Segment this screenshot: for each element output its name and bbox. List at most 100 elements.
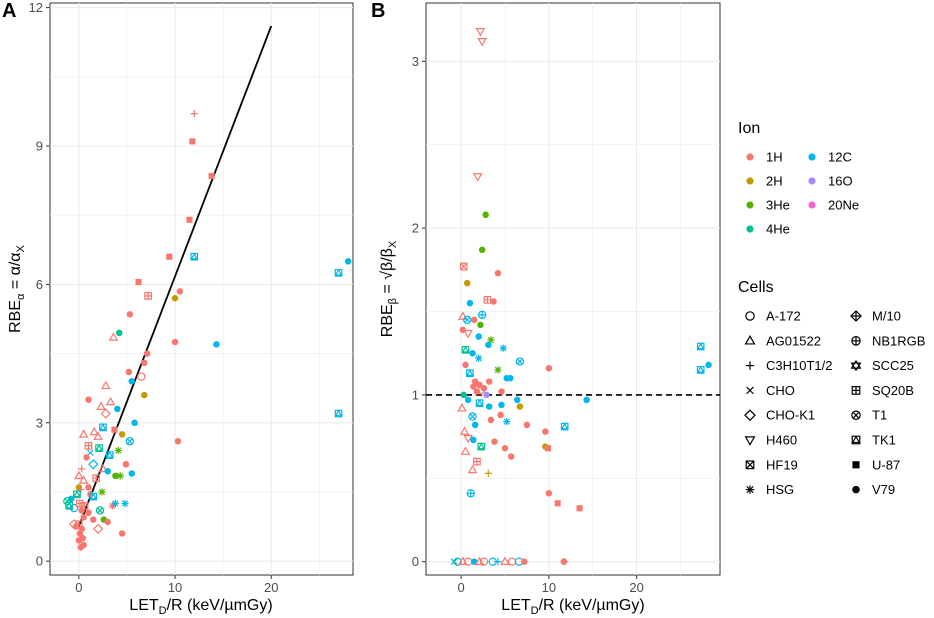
panel-a-data-point [208, 172, 215, 180]
legend-ion-label-4he: 4He [766, 222, 790, 237]
panel-a-data-point [84, 441, 93, 450]
legend-cell-label-u-87: U-87 [872, 457, 900, 472]
panel-b-data-point [483, 295, 492, 304]
legend-cell-symbol-sq20b [851, 386, 861, 395]
panel-a-data-point [80, 514, 87, 521]
panel-b-data-point [471, 421, 479, 429]
panel-b-data-point [473, 388, 481, 395]
panel-a-data-point [111, 499, 120, 508]
panel-a-y-tick-label: 9 [36, 139, 43, 154]
panel-b-data-point [464, 396, 472, 404]
legend-cell-label-ag01522: AG01522 [766, 333, 821, 348]
panel-a-data-point [89, 426, 100, 436]
panel-a-fit-line-group [78, 25, 273, 527]
panel-a-data-point [118, 431, 126, 438]
panel-a-data-point [77, 544, 85, 551]
panel-a-data-point [104, 518, 111, 526]
panel-a-data-point [344, 258, 352, 265]
legend-cell-symbol-hsg [745, 485, 755, 494]
legend-ion-label-3he: 3He [766, 198, 790, 213]
panel-b-data-point [484, 469, 492, 477]
panel-a-data-point [93, 431, 103, 440]
panel-a-plot-area [49, 2, 354, 576]
panel-b-data-point [544, 445, 552, 452]
panel-b-data-point [458, 311, 468, 320]
panel-b-data-point [475, 333, 482, 340]
panel-b-data-point [498, 388, 505, 395]
panel-a-data-point [98, 463, 108, 473]
panel-b-data-point [485, 341, 492, 349]
legend-cell-label-c3h10t1-2: C3H10T1/2 [766, 358, 832, 373]
panel-b-data-point [500, 556, 510, 565]
panel-b-data-point [476, 384, 487, 396]
panel-a-data-point [171, 338, 179, 346]
panel-b-data-point [514, 396, 521, 404]
panel-b-data-point [521, 558, 528, 565]
panel-a-data-point [190, 252, 199, 261]
panel-b-data-point [466, 369, 474, 378]
panel-b-data-point [479, 557, 489, 566]
legend-ion-label-20ne: 20Ne [828, 198, 859, 213]
legend-cell-symbol-h460 [744, 436, 756, 446]
panel-a-data-point [77, 486, 85, 494]
panel-b-data-point [459, 262, 468, 271]
legend-cell-label-m-10: M/10 [872, 309, 901, 324]
panel-b-data-point [475, 28, 486, 37]
legend-cell-label-t1: T1 [872, 408, 887, 423]
panel-a-data-point [137, 372, 146, 381]
panel-a-data-point [78, 475, 89, 484]
panel-b: 0 10 20 0 1 2 3 LETD/R (keV/µmGy) RBEβ = √β/βX [379, 2, 721, 617]
panel-b-data-point [475, 399, 484, 408]
panel-b-x-tick-label: 0 [457, 580, 464, 595]
panel-b-data-point [466, 489, 475, 498]
panel-b-data-point [457, 403, 467, 412]
panel-a-data-point [171, 294, 179, 302]
legend-cell-label-hsg: HSG [766, 482, 794, 497]
legend-ion-swatch-16o [808, 177, 816, 185]
panel-a-x-tick-label: 20 [264, 580, 278, 595]
panel-a-data-point [78, 507, 85, 514]
panel-b-data-point [499, 344, 507, 352]
panel-b-data-point [468, 412, 477, 421]
panel-b-data-point [560, 558, 568, 565]
panel-b-data-point [472, 173, 483, 182]
panel-b-data-point [477, 38, 487, 47]
legend-ion-swatch-3he [746, 201, 754, 209]
panel-a-data-point [114, 405, 121, 413]
panel-a-data-point [104, 467, 111, 475]
panel-a-data-point [67, 495, 75, 503]
legend-cell-label-tk1: TK1 [872, 433, 896, 448]
panel-b-data-point [483, 391, 490, 399]
panel-a-data-point [74, 470, 84, 480]
panel-a-data-point [111, 426, 118, 433]
legend-ion-items: 1H 2H 3He 4He 12C 16O 20Ne [746, 150, 859, 237]
panel-a-data-point [128, 470, 136, 477]
panel-b-data-point [467, 464, 478, 474]
panel-b-data-point [463, 434, 473, 444]
legend-cell-symbol-hf19 [745, 460, 755, 470]
panel-b-data-point [487, 336, 495, 344]
panel-b-data-point [466, 299, 474, 307]
panel-b-plot-area [425, 2, 721, 576]
legend: Ion 1H 2H 3He 4He 12C 16O 20Ne Cells A-172 AG01… [738, 120, 925, 497]
panel-b-data-point [542, 428, 549, 435]
legend-ion-label-16o: 16O [828, 174, 853, 189]
panel-a-y-tick-label: 12 [29, 0, 43, 15]
panel-b-data-point [705, 361, 712, 369]
panel-b-data-point [482, 211, 489, 219]
panel-a-data-point [116, 329, 123, 337]
panel-a-data-point [100, 380, 111, 390]
panel-a-data-point [100, 408, 111, 419]
legend-ion-title: Ion [738, 120, 760, 137]
panel-a-data-point [88, 459, 99, 470]
legend-cell-label-h460: H460 [766, 433, 797, 448]
legend-ion-label-2h: 2H [766, 174, 783, 189]
panel-a-fit-line [78, 25, 273, 527]
panel-a-data-point [141, 391, 148, 399]
panel-a-data-point [166, 253, 173, 260]
panel-b-data-point [696, 365, 705, 374]
panel-a-data-point [334, 268, 343, 277]
panel-a-data-point [65, 501, 74, 510]
panel-b-y-axis-label: RBEβ = √β/βX [379, 240, 399, 337]
panel-a-y-tick-label: 6 [36, 277, 43, 292]
